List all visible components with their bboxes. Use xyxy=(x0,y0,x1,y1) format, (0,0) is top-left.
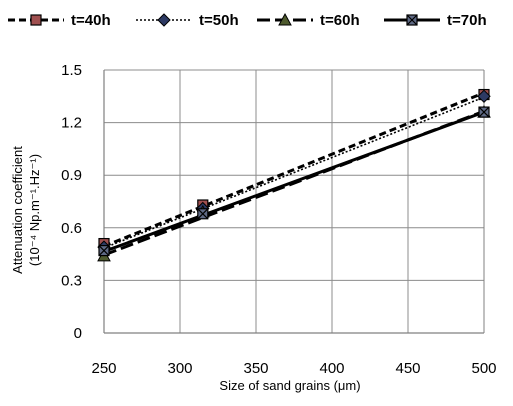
y-axis-title-line2: (10⁻⁴ Np.m⁻¹.Hz⁻¹) xyxy=(27,154,42,266)
trendline-series-1 xyxy=(103,91,485,248)
legend-item-series-2: t=50h xyxy=(136,12,239,29)
legend-label: t=70h xyxy=(447,12,487,29)
legend-label: t=60h xyxy=(320,12,360,29)
legend-marker xyxy=(406,14,418,26)
trendline-series-4 xyxy=(103,110,485,253)
y-tick-label: 1.2 xyxy=(61,115,82,132)
y-tick-label: 1.5 xyxy=(61,62,82,79)
data-point-series-4 xyxy=(98,244,110,257)
y-tick-label: 0.6 xyxy=(61,220,82,237)
legend-label: t=50h xyxy=(199,12,239,29)
x-tick-label: 450 xyxy=(395,360,420,377)
y-axis-title-line1: Attenuation coefficient xyxy=(10,146,25,274)
y-tick-label: 0 xyxy=(74,325,82,342)
legend-label: t=40h xyxy=(71,12,111,29)
legend-marker xyxy=(30,14,42,26)
y-tick-label: 0.9 xyxy=(61,167,82,184)
legend-item-series-1: t=40h xyxy=(8,12,111,29)
data-point-series-4 xyxy=(478,106,490,118)
legend-marker xyxy=(278,12,292,26)
legend-item-series-4: t=70h xyxy=(384,12,487,29)
data-point-series-2 xyxy=(477,89,491,104)
legend-marker xyxy=(157,13,171,27)
x-tick-label: 400 xyxy=(319,360,344,377)
x-axis-title: Size of sand grains (μm) xyxy=(219,378,360,393)
legend-item-series-3: t=60h xyxy=(257,12,360,29)
x-tick-label: 250 xyxy=(91,360,116,377)
data-point-series-4 xyxy=(197,208,209,220)
x-tick-label: 300 xyxy=(167,360,192,377)
x-tick-label: 500 xyxy=(471,360,496,377)
x-tick-label: 350 xyxy=(243,360,268,377)
chart-trendlines xyxy=(103,91,485,257)
chart-markers xyxy=(97,88,491,262)
chart-legend: t=40h t=50h t=60h t=70h xyxy=(8,12,487,29)
trendline-series-2 xyxy=(103,96,485,249)
y-tick-label: 0.3 xyxy=(61,272,82,289)
chart-tick-labels: 250 300 350 400 450 500 0 0.3 0.6 0.9 1.2 1.5 xyxy=(61,62,496,377)
y-axis-title: Attenuation coefficient (10⁻⁴ Np.m⁻¹.Hz⁻… xyxy=(10,146,42,274)
